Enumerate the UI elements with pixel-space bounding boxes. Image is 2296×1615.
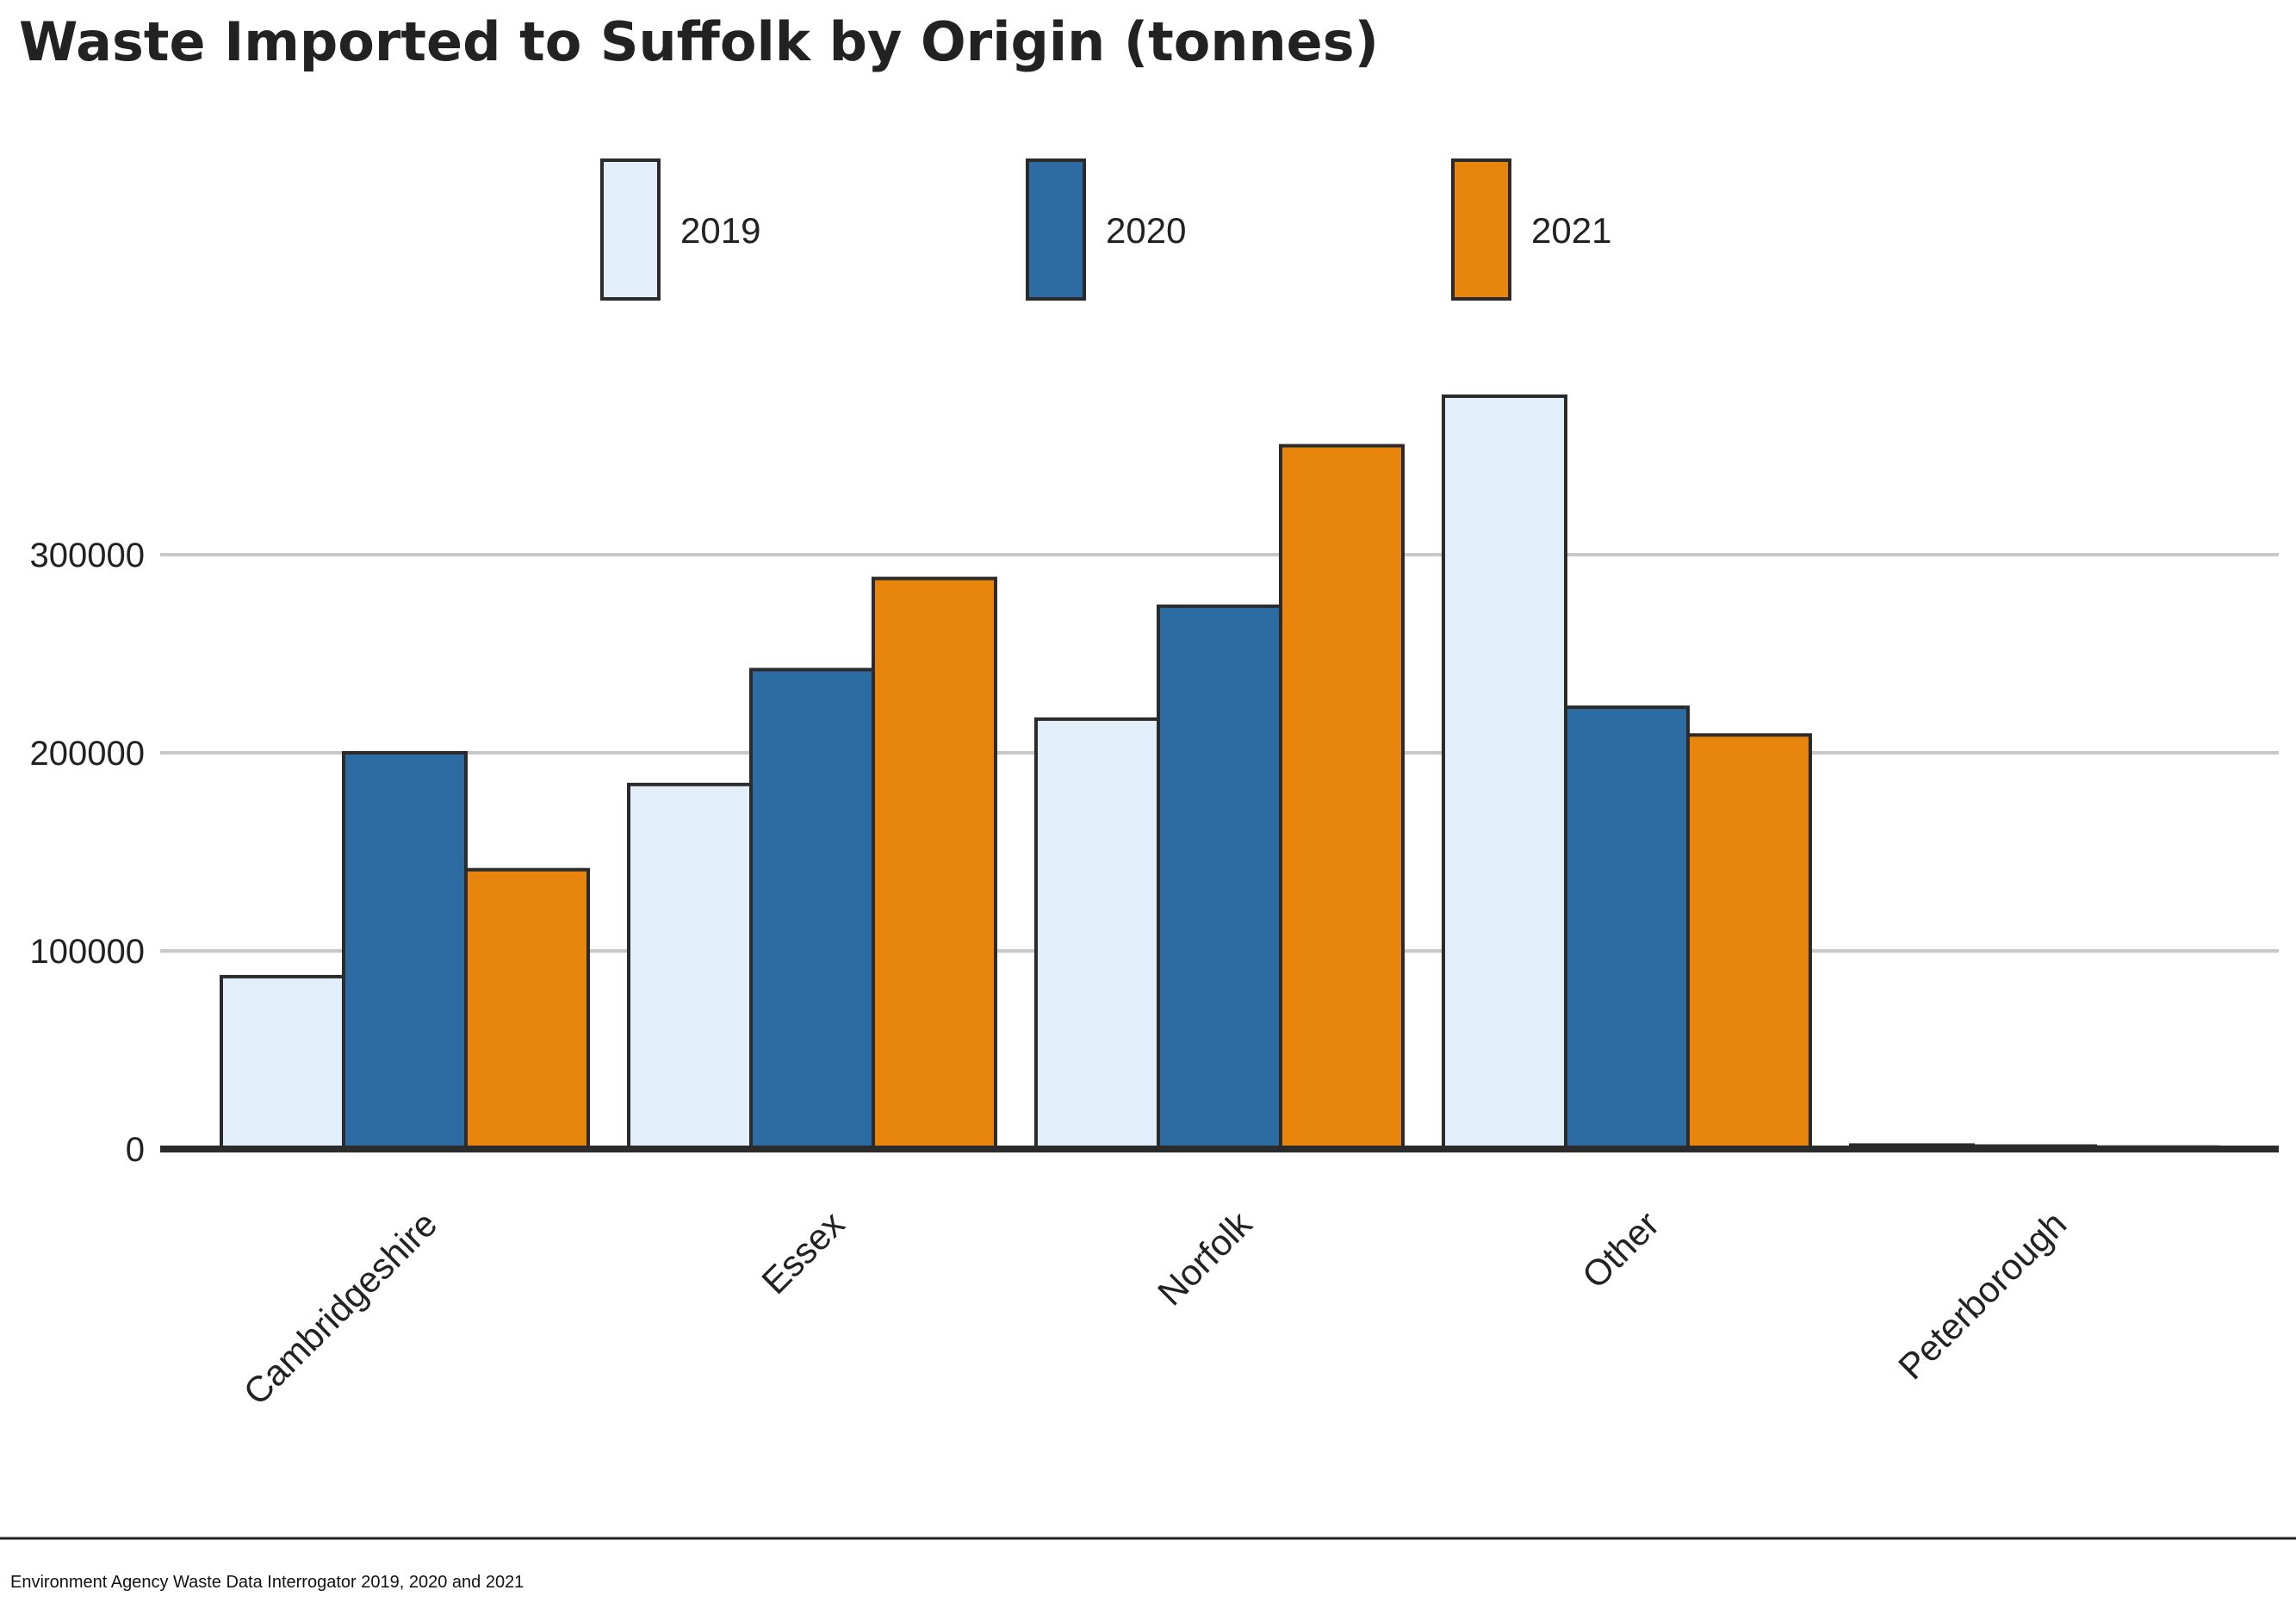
legend-label-2020: 2020 [1106,210,1186,251]
y-tick-label: 0 [126,1131,145,1169]
x-tick-label: Essex [754,1203,852,1301]
y-tick-label: 100000 [30,933,145,971]
bar-2019-norfolk [1034,717,1160,1152]
legend-swatch-2021 [1451,158,1511,301]
y-axis-ticks: 0 100000 200000 300000 [30,537,145,1169]
x-tick-label: Cambridgeshire [235,1203,444,1413]
bar-2021-other [1686,733,1812,1151]
bar-2020-norfolk [1157,604,1282,1151]
legend-label-2019: 2019 [680,210,760,251]
bar-2019-essex [627,782,753,1151]
bar-2021-essex [872,576,997,1151]
bar-2021-norfolk [1279,444,1405,1151]
legend: 2019 2020 2021 [600,158,1611,301]
y-tick-label: 300000 [30,537,145,575]
legend-swatch-2020 [1026,158,1086,301]
bar-2020-cambridgeshire [342,751,468,1151]
x-tick-label: Peterborough [1890,1203,2074,1387]
x-tick-label: Other [1574,1203,1667,1296]
bar-2020-essex [749,668,875,1151]
bar-2019-cambridgeshire [220,974,345,1152]
bar-2021-cambridgeshire [464,867,590,1151]
y-tick-label: 200000 [30,735,145,773]
source-note: Environment Agency Waste Data Interrogat… [10,1573,524,1592]
legend-swatch-2019 [600,158,661,301]
bar-2020-other [1564,705,1690,1151]
x-tick-label: Norfolk [1150,1202,1260,1313]
chart-title: Waste Imported to Suffolk by Origin (ton… [19,10,1379,73]
legend-label-2021: 2021 [1531,210,1611,251]
bar-2019-other [1442,394,1567,1151]
bars [220,394,2219,1152]
x-axis-ticks: Cambridgeshire Essex Norfolk Other Peterboro… [235,1202,2074,1413]
